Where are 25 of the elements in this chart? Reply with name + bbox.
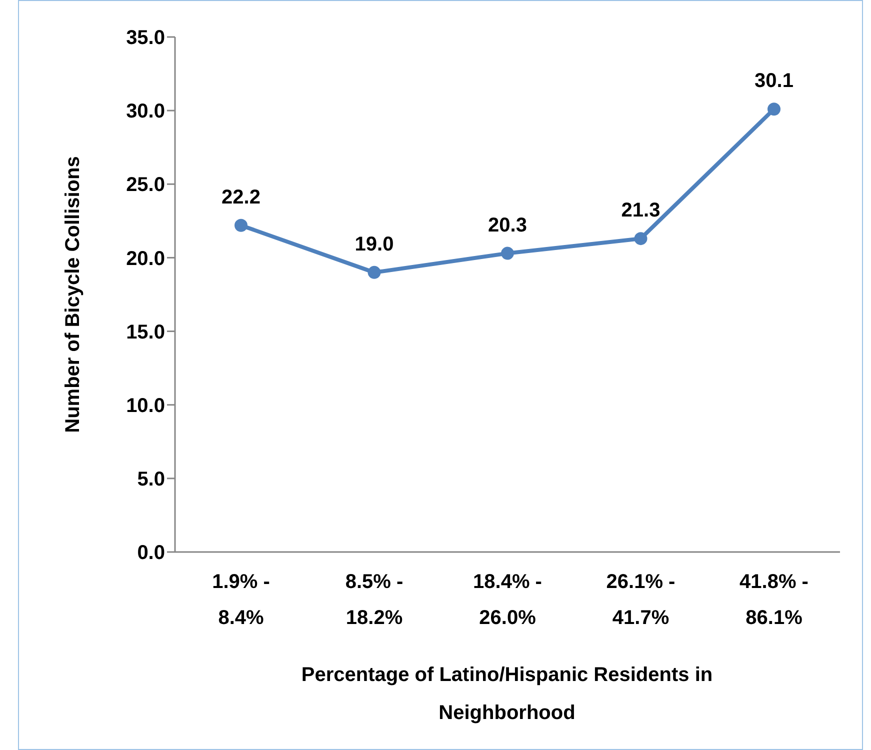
x-tick-label: 41.8% - 86.1% <box>740 571 808 629</box>
point <box>768 102 780 116</box>
point <box>501 246 514 260</box>
y-tick-label: 0.0 <box>137 542 165 564</box>
data-label: 30.1 <box>754 70 794 92</box>
y-tick-label: 25.0 <box>126 174 165 196</box>
x-tick-label: 8.5% - 18.2% <box>345 571 404 629</box>
y-tick-label: 5.0 <box>137 468 165 491</box>
y-tick-label: 35.0 <box>126 27 165 50</box>
y-tick-label: 20.0 <box>126 248 165 270</box>
point <box>234 218 248 232</box>
x-axis-title: Percentage of Latino/Hispanic Residents in Neighborhood <box>300 663 714 726</box>
x-tick-label: 18.4% - 26.0% <box>473 571 542 629</box>
data-label: 21.3 <box>621 200 660 222</box>
x-tick-label: 26.1% - 41.7% <box>606 571 676 629</box>
point <box>634 232 648 246</box>
point <box>368 266 381 279</box>
data-label: 19.0 <box>354 233 394 256</box>
y-tick-label: 30.0 <box>126 100 165 123</box>
y-tick-label: 10.0 <box>126 394 165 417</box>
x-tick-label: 1.9% - 8.4% <box>212 571 270 629</box>
y-tick-label: 15.0 <box>126 321 165 344</box>
data-label: 22.2 <box>222 186 260 208</box>
y-axis-title: Number of Bicycle Collisions <box>62 156 84 433</box>
data-label: 20.3 <box>488 214 527 236</box>
